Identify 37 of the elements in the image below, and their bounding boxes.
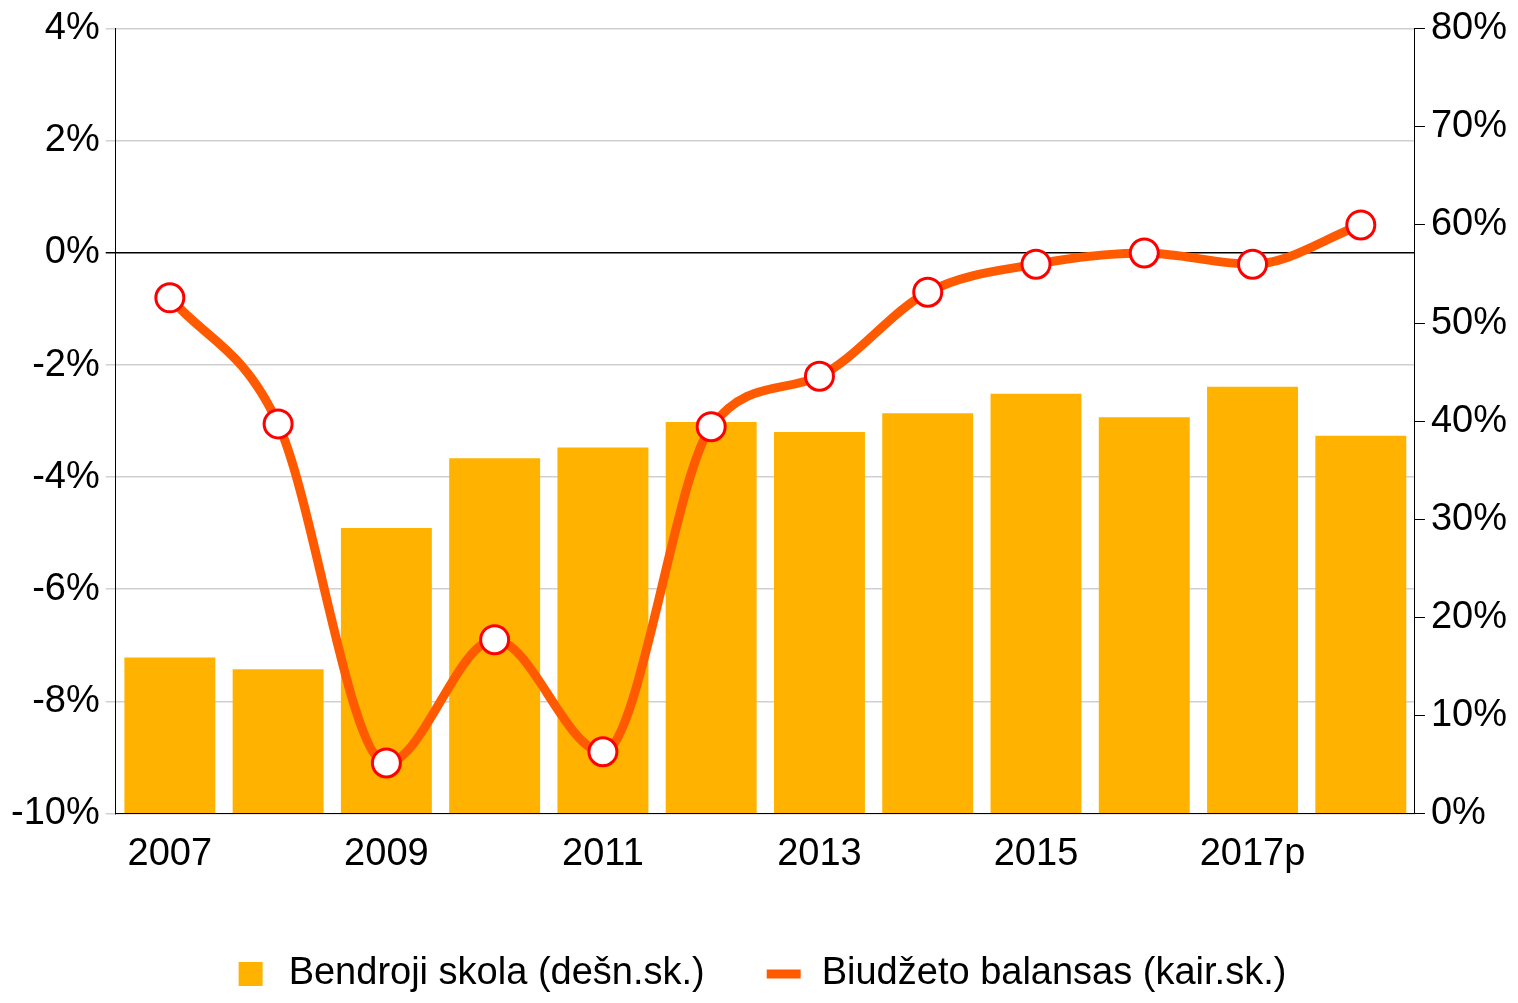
y-tick-label: -10% (10, 789, 100, 832)
bar (232, 669, 324, 813)
y-tick-label: -6% (32, 565, 100, 608)
x-tick-label: 2015 (993, 830, 1079, 873)
y2-tick-label: 10% (1430, 691, 1508, 734)
legend-label: Bendroji skola (dešn.sk.) (288, 950, 705, 993)
y2-tick-label: 30% (1430, 495, 1508, 538)
x-tick-label: 2013 (777, 830, 862, 873)
bar (882, 413, 974, 813)
y-tick-label: -2% (32, 341, 100, 384)
bar (340, 528, 432, 813)
y-tick-label: -4% (32, 453, 100, 496)
y2-tick-label: 70% (1430, 103, 1508, 146)
y2-tick-label: 80% (1430, 5, 1508, 48)
bar (124, 657, 216, 813)
y-tick-label: 0% (44, 229, 100, 272)
bar (773, 431, 865, 813)
x-tick-label: 2011 (562, 830, 644, 873)
y2-tick-label: 50% (1430, 299, 1508, 342)
y-tick-label: -8% (32, 677, 100, 720)
y2-tick-label: 20% (1430, 593, 1508, 636)
x-tick-label: 2007 (127, 830, 213, 873)
y2-tick-label: 40% (1430, 397, 1508, 440)
bar (990, 393, 1082, 813)
x-tick-label: 2017p (1199, 830, 1306, 873)
bar (1207, 386, 1299, 813)
bar (449, 458, 541, 813)
bar (665, 422, 757, 813)
bar (1098, 417, 1190, 813)
y-tick-label: 4% (44, 5, 100, 48)
y-tick-label: 2% (44, 117, 100, 160)
bar (557, 447, 649, 813)
x-tick-label: 2009 (344, 830, 429, 873)
legend-label: Biudžeto balansas (kair.sk.) (821, 950, 1287, 993)
bar (1315, 435, 1407, 813)
y2-tick-label: 0% (1430, 789, 1486, 832)
y2-tick-label: 60% (1430, 201, 1508, 244)
